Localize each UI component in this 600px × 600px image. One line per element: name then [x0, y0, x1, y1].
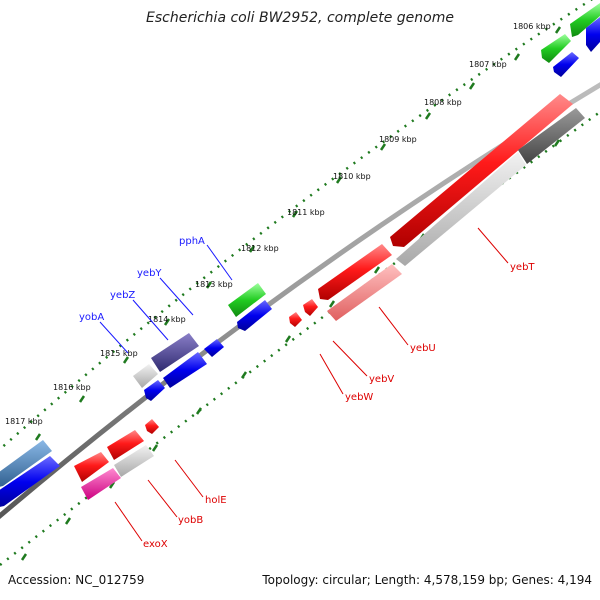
map-title: Escherichia coli BW2952, complete genome — [146, 10, 454, 26]
kbp-label: 1813 kbp — [195, 280, 233, 289]
kbp-label: 1808 kbp — [424, 98, 462, 107]
gene-feature — [204, 339, 224, 357]
gene-feature — [145, 419, 159, 434]
gene-label-yebU: yebU — [410, 343, 436, 354]
kbp-label: 1817 kbp — [5, 417, 43, 426]
gene-label-exoX: exoX — [143, 539, 168, 550]
gene-label-holE: holE — [205, 495, 227, 506]
genome-summary-text: Topology: circular; Length: 4,578,159 bp… — [262, 573, 592, 587]
gene-feature — [289, 312, 302, 327]
kbp-label: 1810 kbp — [333, 172, 371, 181]
kbp-label: 1806 kbp — [513, 22, 551, 31]
gene-feature — [163, 352, 207, 388]
gene-label-yebW: yebW — [345, 392, 373, 403]
gene-feature — [228, 283, 266, 317]
gene-label-yebT: yebT — [510, 262, 535, 273]
top-gene-labels: pphA yebY yebZ yobA — [79, 236, 205, 323]
kbp-label: 1815 kbp — [100, 349, 138, 358]
gene-feature — [107, 430, 144, 460]
kbp-labels: 1806 kbp 1807 kbp 1808 kbp 1809 kbp 1810… — [5, 22, 551, 426]
gene-label-yobB: yobB — [178, 515, 203, 526]
gene-feature — [133, 364, 158, 388]
gene-feature — [553, 52, 579, 77]
outer-tick-ring — [0, 0, 594, 451]
gene-feature — [570, 3, 600, 37]
gene-feature — [0, 440, 52, 487]
gene-feature — [114, 445, 154, 477]
gene-feature — [74, 452, 109, 482]
gene-feature — [303, 299, 318, 316]
gene-feature — [237, 300, 272, 331]
gene-feature — [327, 264, 402, 321]
kbp-label: 1807 kbp — [469, 60, 507, 69]
gene-label-pphA: pphA — [179, 236, 205, 247]
gene-feature — [518, 108, 585, 164]
gene-feature — [318, 244, 392, 300]
gene-feature — [144, 380, 165, 401]
gene-label-yebY: yebY — [137, 268, 162, 279]
gene-feature — [390, 94, 573, 247]
bottom-leader-lines — [114, 227, 509, 542]
inner-tick-ring — [0, 110, 600, 566]
top-leader-lines — [99, 244, 233, 354]
kbp-label: 1816 kbp — [53, 383, 91, 392]
kbp-label: 1809 kbp — [379, 135, 417, 144]
gene-label-yebZ: yebZ — [110, 290, 135, 301]
gene-label-yebV: yebV — [369, 374, 394, 385]
kbp-label: 1811 kbp — [287, 208, 325, 217]
accession-text: Accession: NC_012759 — [8, 573, 145, 587]
gene-feature — [151, 333, 199, 372]
kbp-label: 1814 kbp — [148, 315, 186, 324]
gene-label-yobA: yobA — [79, 312, 104, 323]
kbp-label: 1812 kbp — [241, 244, 279, 253]
gene-feature — [81, 468, 121, 500]
outer-major-ticks — [34, 26, 562, 441]
gene-feature — [586, 17, 600, 52]
gene-feature — [0, 456, 60, 507]
gene-feature — [541, 34, 571, 63]
gene-feature — [396, 152, 526, 266]
bottom-gene-labels: yebT yebU yebV yebW holE yobB exoX — [143, 262, 535, 550]
